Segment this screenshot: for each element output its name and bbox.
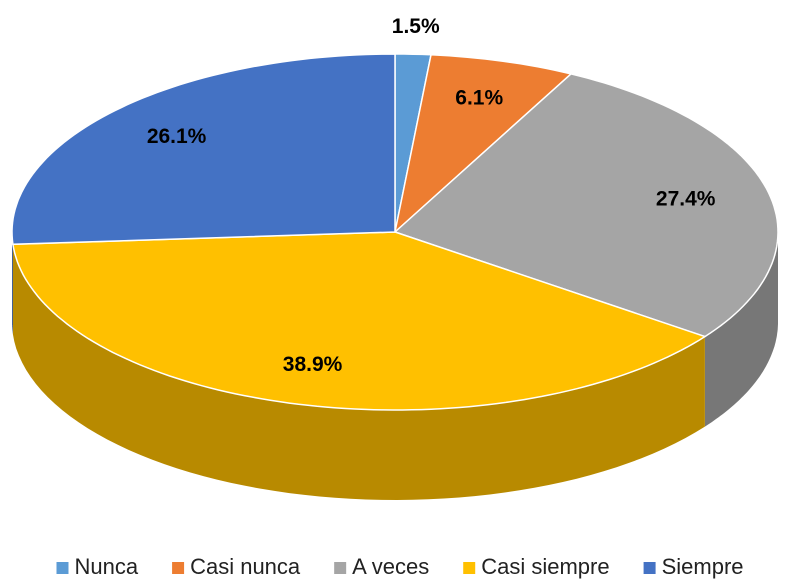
data-label: 6.1% [455,86,503,109]
data-label: 1.5% [392,15,440,38]
legend-swatch [56,562,69,574]
slice [393,73,779,338]
legend-swatch [463,562,476,574]
legend-label: Nunca [74,554,138,579]
legend-label: Casi siempre [481,554,609,579]
data-label: 26.1% [147,125,207,148]
legend: Nunca Casi nunca A veces Casi siempre Siempr… [56,554,744,579]
legend-swatch [643,562,656,574]
legend-label: Siempre [662,554,744,579]
data-label: 38.9% [283,353,343,376]
legend-swatch [172,562,185,574]
slice [12,231,707,411]
data-label: 27.4% [656,188,716,211]
legend-label: Casi nunca [190,554,301,579]
slice [393,54,573,235]
slice-side [704,232,778,427]
legend-swatch [334,562,347,574]
slice [11,53,396,246]
slice-side [12,244,705,500]
legend-label: A veces [352,554,429,579]
slice-side [12,232,13,335]
